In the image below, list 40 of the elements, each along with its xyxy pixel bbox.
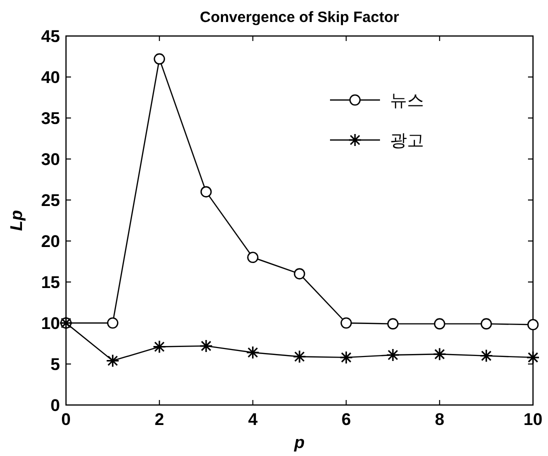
y-tick-label: 5 xyxy=(50,355,60,374)
point xyxy=(526,350,540,364)
y-tick-label: 35 xyxy=(41,109,60,128)
point xyxy=(387,318,399,330)
point xyxy=(154,53,166,65)
chart-title: Convergence of Skip Factor xyxy=(200,9,400,26)
point xyxy=(340,317,352,329)
y-tick-label: 0 xyxy=(50,396,60,415)
point xyxy=(152,340,166,354)
x-axis-title: p xyxy=(293,433,305,452)
y-tick-label: 25 xyxy=(41,191,60,210)
point xyxy=(200,186,212,198)
point xyxy=(434,318,446,330)
point xyxy=(106,354,120,368)
y-tick-label: 40 xyxy=(41,68,60,87)
y-tick-label: 20 xyxy=(41,232,60,251)
point xyxy=(480,349,494,363)
point xyxy=(432,347,446,361)
x-tick-label: 6 xyxy=(341,410,351,429)
point xyxy=(199,339,213,353)
x-tick-label: 10 xyxy=(524,410,542,429)
legend-label: 광고 xyxy=(390,131,424,150)
y-tick-label: 15 xyxy=(41,273,60,292)
y-tick-label: 10 xyxy=(41,314,60,333)
point xyxy=(107,317,118,329)
point xyxy=(527,318,539,330)
y-tick-label: 45 xyxy=(41,27,60,46)
point xyxy=(339,350,353,364)
y-tick-label: 30 xyxy=(41,150,60,169)
point xyxy=(247,252,258,264)
point xyxy=(294,268,306,280)
point xyxy=(480,318,492,330)
point xyxy=(386,348,400,362)
x-tick-label: 2 xyxy=(154,410,164,429)
point xyxy=(246,346,260,360)
x-tick-label: 4 xyxy=(248,410,258,429)
y-axis-title: Lp xyxy=(7,210,26,231)
legend-label: 뉴스 xyxy=(390,91,424,110)
x-tick-label: 8 xyxy=(434,410,444,429)
point xyxy=(292,350,306,364)
